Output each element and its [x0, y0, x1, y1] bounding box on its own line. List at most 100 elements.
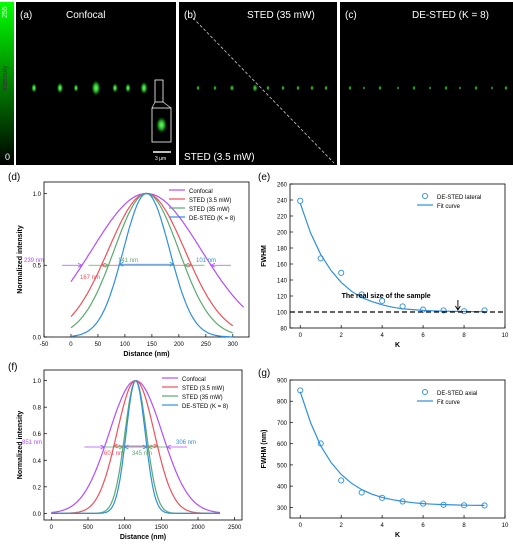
arrow-head — [118, 261, 124, 267]
legend-label: Confocal — [182, 377, 206, 383]
y-axis-label: Normalized intensity — [17, 225, 24, 294]
legend-label: Confocal — [189, 189, 213, 195]
x-tick-label: 6 — [421, 523, 425, 529]
spot — [348, 85, 352, 91]
legend-label: STED (3.5 mW) — [182, 386, 224, 392]
arrow-head — [104, 262, 110, 268]
fwhm-label: 239 nm — [24, 258, 44, 264]
x-tick-label: 2 — [340, 333, 344, 339]
zoom-inset-spot — [155, 116, 168, 134]
spot — [266, 85, 270, 91]
legend-label: DE-STED lateral — [437, 195, 481, 201]
legend-label: DE-STED (K = 8) — [189, 216, 235, 222]
panel-b-spots — [196, 83, 328, 93]
y-tick-label: 700 — [277, 421, 288, 427]
panel-c-title: DE-STED (K = 8) — [412, 10, 489, 21]
panel-e-letter: (e) — [258, 172, 270, 183]
chart-f: 0 500 1000 1500 2000 2500 0.0 0.2 0.4 0.6 0.8 1.0 Di… — [17, 369, 243, 541]
x-axis-label: K — [395, 532, 400, 539]
series-line — [51, 379, 220, 514]
chart-g: 0 2 4 6 8 10 300 400 500 600 700 800 900 K FWHM (nm) DE… — [261, 379, 509, 540]
fwhm-label: 345 nm — [132, 451, 152, 457]
spot — [252, 83, 258, 93]
fwhm-label: 601 nm — [104, 451, 124, 457]
spot — [112, 82, 118, 94]
chart-e: 0 2 4 6 8 10 80 100 120 140 160 180 200 220 240 260 K FWH… — [261, 183, 509, 350]
x-tick-label: 10 — [502, 523, 509, 529]
data-point — [358, 291, 365, 298]
data-point — [338, 477, 345, 484]
y-tick-label: 260 — [277, 183, 288, 189]
data-point — [297, 387, 304, 394]
x-tick-label: 2500 — [228, 525, 242, 531]
panel-g-letter: (g) — [258, 368, 270, 379]
zoom-box-small — [154, 79, 164, 103]
colorbar-gradient — [0, 2, 14, 165]
scale-bar-label: 3 μm — [155, 156, 166, 162]
data-point — [358, 489, 365, 496]
x-tick-label: 0 — [50, 525, 54, 531]
series-line — [70, 192, 234, 334]
panel-b: (b) STED (35 mW) STED (3.5 mW) — [179, 2, 337, 165]
colorbar-min: 0 — [5, 152, 10, 162]
y-tick-label: 100 — [277, 311, 288, 317]
x-axis-label: K — [395, 342, 400, 349]
y-axis-label: Normalized intensity — [17, 411, 24, 480]
zoom-line-right — [162, 101, 172, 109]
x-axis-label: Distance (nm) — [120, 534, 166, 541]
spot — [73, 83, 79, 93]
x-tick-label: 2 — [340, 523, 344, 529]
legend-marker — [421, 192, 429, 200]
data-point — [317, 255, 324, 262]
fwhm-label: 306 nm — [176, 440, 196, 446]
fit-curve — [299, 391, 485, 506]
spot — [396, 85, 400, 91]
y-tick-label: 300 — [277, 506, 288, 512]
panel-f-letter: (f) — [8, 362, 17, 373]
series-line — [70, 192, 245, 308]
zoom-line-left — [151, 101, 156, 109]
data-point — [440, 501, 447, 508]
spot — [490, 85, 494, 91]
data-point — [460, 308, 468, 315]
fwhm-label: 101 nm — [196, 258, 216, 264]
chart-d: -50 0 50 100 150 200 250 300 0.0 0.5 1.0 Distance (… — [17, 181, 250, 358]
y-tick-label: 800 — [277, 400, 288, 406]
arrow-head — [169, 261, 175, 267]
plot-frame — [289, 183, 506, 329]
x-tick-label: 500 — [83, 525, 94, 531]
legend-label: Fit curve — [437, 400, 461, 406]
spot — [362, 85, 366, 91]
legend-marker — [421, 388, 429, 396]
spot — [444, 85, 448, 91]
x-tick-label: 8 — [462, 333, 466, 339]
x-tick-label: 150 — [147, 342, 158, 348]
y-axis-label: FWHM — [261, 245, 268, 267]
y-tick-label: 0.8 — [33, 406, 42, 412]
x-tick-label: 0 — [299, 523, 303, 529]
legend-label: DE-STED (K = 8) — [182, 404, 228, 410]
panel-b-divider — [192, 17, 335, 164]
spot — [91, 79, 101, 97]
fwhm-label: 167 nm — [80, 275, 100, 281]
y-tick-label: 0.5 — [33, 264, 42, 270]
data-point — [481, 307, 488, 314]
arrow-head — [455, 305, 461, 311]
spot — [213, 85, 217, 91]
colorbar: 255 intensity 0 — [0, 2, 14, 165]
fwhm-label: 141 nm — [118, 258, 138, 264]
y-tick-label: 500 — [277, 463, 288, 469]
x-tick-label: 8 — [462, 523, 466, 529]
x-tick-label: 6 — [421, 333, 425, 339]
spot — [31, 82, 37, 94]
legend-label: DE-STED axial — [437, 391, 477, 397]
arrow-head — [147, 444, 153, 450]
data-point — [379, 494, 386, 501]
x-axis-label: Distance (nm) — [123, 351, 169, 358]
panel-c: (c) DE-STED (K = 8) — [340, 2, 513, 165]
x-tick-label: 50 — [95, 342, 102, 348]
spot — [474, 85, 478, 91]
y-tick-label: 0.4 — [33, 459, 42, 465]
panel-a-title: Confocal — [66, 10, 105, 21]
